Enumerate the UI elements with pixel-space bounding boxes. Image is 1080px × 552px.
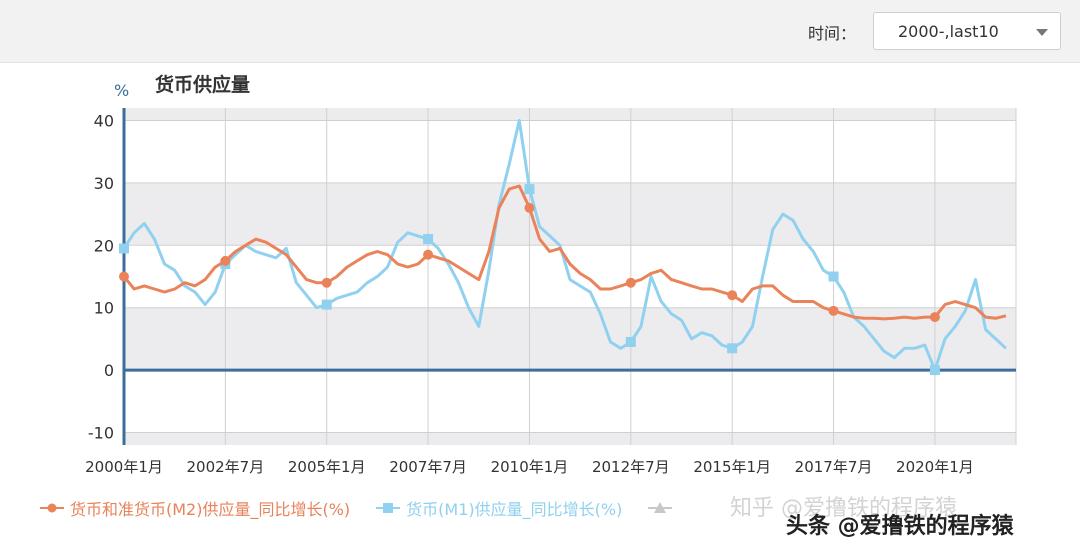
series-line-m2 <box>122 184 1007 321</box>
marker-m2 <box>929 312 940 323</box>
grid-band <box>124 182 1016 246</box>
legend-line-dot-icon <box>40 503 64 513</box>
marker-m2 <box>423 249 434 260</box>
watermark-toutiao: 头条 @爱撸铁的程序猿 <box>786 514 1014 539</box>
legend-item-m0[interactable] <box>648 501 678 515</box>
y-tick-label: 0 <box>104 361 114 380</box>
chart-legend: 货币和准货币(M2)供应量_同比增长(%) 货币(M1)供应量_同比增长(%) <box>40 496 704 520</box>
y-tick-label: 30 <box>94 174 114 193</box>
x-tick-label: 2015年1月 <box>693 458 771 476</box>
x-tick-label: 2017年7月 <box>795 458 873 476</box>
marker-m1 <box>625 337 636 348</box>
toolbar: 时间： 2000-,last10 <box>0 0 1080 63</box>
x-tick-label: 2002年7月 <box>187 458 265 476</box>
marker-m2 <box>625 277 636 288</box>
legend-line-square-icon <box>376 503 401 513</box>
y-tick-label: 10 <box>94 299 114 318</box>
y-tick-label: -10 <box>88 424 114 443</box>
time-range-select[interactable]: 2000-,last10 <box>873 12 1061 50</box>
marker-m2 <box>220 255 231 266</box>
x-tick-label: 2000年1月 <box>85 458 163 476</box>
x-tick-label: 2007年7月 <box>389 458 467 476</box>
y-tick-label: 40 <box>94 111 114 130</box>
watermark-zhihu: 知乎 @爱撸铁的程序猿 <box>730 496 957 521</box>
marker-m2 <box>321 277 332 288</box>
x-tick-label: 2012年7月 <box>592 458 670 476</box>
chevron-down-icon[interactable] <box>1036 29 1048 36</box>
x-tick-label: 2010年1月 <box>491 458 569 476</box>
y-tick-label: 20 <box>94 236 114 255</box>
marker-m1 <box>727 343 738 354</box>
marker-m1 <box>828 271 839 282</box>
legend-item-m1[interactable]: 货币(M1)供应量_同比增长(%) <box>376 496 622 520</box>
marker-m2 <box>727 290 738 301</box>
marker-m1 <box>929 365 940 376</box>
legend-item-m2[interactable]: 货币和准货币(M2)供应量_同比增长(%) <box>40 496 350 520</box>
x-tick-label: 2020年1月 <box>896 458 974 476</box>
x-tick-label: 2005年1月 <box>288 458 366 476</box>
marker-m1 <box>321 299 332 310</box>
legend-label-m1: 货币(M1)供应量_同比增长(%) <box>406 500 623 519</box>
marker-m1 <box>119 243 129 254</box>
series-line-m1 <box>122 119 1007 372</box>
chart-title: 货币供应量 <box>155 74 251 96</box>
time-range-label: 时间： <box>808 24 857 43</box>
legend-line-triangle-icon <box>648 502 673 513</box>
marker-m2 <box>119 271 129 282</box>
y-axis-unit: % <box>114 81 130 100</box>
marker-m2 <box>524 202 535 213</box>
grid-band <box>124 432 1016 445</box>
marker-m2 <box>828 305 839 316</box>
marker-m1 <box>524 184 535 195</box>
grid-band <box>124 108 1016 121</box>
legend-label-m2: 货币和准货币(M2)供应量_同比增长(%) <box>70 500 351 519</box>
time-range-select-value: 2000-,last10 <box>898 22 999 41</box>
grid-band <box>124 307 1016 371</box>
marker-m1 <box>423 234 434 245</box>
